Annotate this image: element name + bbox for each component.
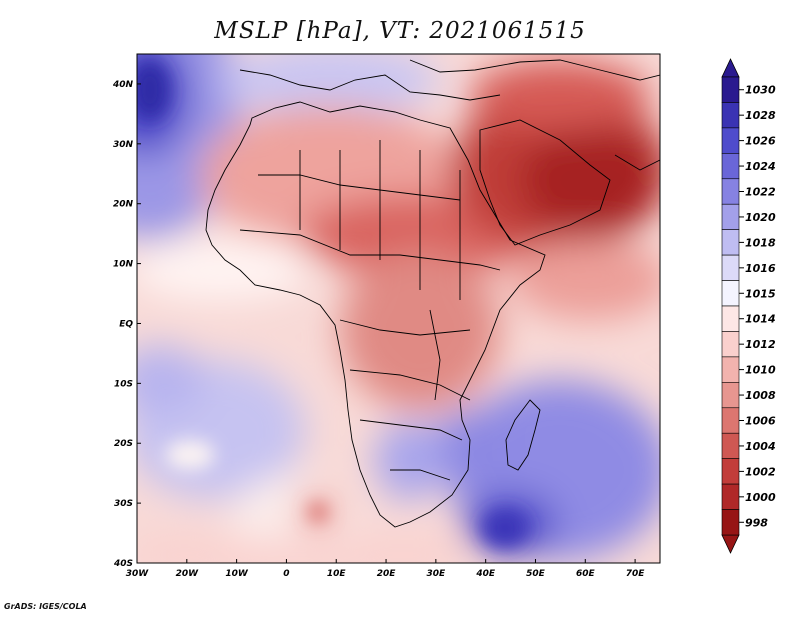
coastlines: [205, 59, 660, 528]
colorbar-swatch: [721, 153, 740, 180]
colorbar-label: 1018: [745, 236, 776, 249]
colorbar-swatch: [721, 280, 740, 307]
colorbar-swatch: [721, 356, 740, 383]
lon-tick-label: 40E: [475, 569, 496, 579]
colorbar-label: 998: [745, 516, 768, 529]
map-frame: [136, 53, 661, 564]
colorbar-label: 1010: [745, 364, 776, 377]
map-title: MSLP [hPa], VT: 2021061515: [214, 18, 586, 44]
lon-tick-label: 20W: [176, 569, 200, 579]
lat-tick-label: 10N: [113, 260, 134, 270]
lon-tick-label: 70E: [626, 569, 646, 579]
lon-tick-label: 0: [283, 569, 289, 579]
colorbar-swatch: [721, 127, 740, 154]
colorbar-swatch: [721, 458, 740, 485]
lat-tick-label: 20S: [114, 439, 133, 449]
colorbar-swatch: [721, 254, 740, 281]
colorbar-label: 1028: [745, 109, 776, 122]
lon-tick-label: 10E: [327, 569, 347, 579]
colorbar-label: 1030: [745, 84, 776, 97]
lat-tick-label: EQ: [119, 319, 133, 329]
lat-tick-label: 40S: [113, 559, 133, 569]
colorbar-swatch: [721, 305, 740, 332]
colorbar-label: 1000: [745, 491, 776, 504]
colorbar-label: 1020: [745, 211, 776, 224]
lat-tick-label: 20N: [113, 200, 134, 210]
latitude-axis: 40N 30N 20N 10N EQ 10S 20S 30S 40S: [112, 80, 141, 569]
colorbar-swatch: [721, 178, 740, 205]
colorbar-label: 1012: [745, 338, 776, 351]
lat-tick-label: 30S: [114, 499, 133, 509]
colorbar-label: 1004: [745, 440, 776, 453]
colorbar-swatch: [721, 432, 740, 459]
colorbar-label: 1026: [745, 135, 776, 148]
colorbar-label: 1008: [745, 389, 776, 402]
lon-tick-label: 50E: [526, 569, 546, 579]
colorbar-label: 1016: [745, 262, 776, 275]
colorbar-label: 1006: [745, 415, 776, 428]
colorbar-swatch: [721, 382, 740, 409]
colorbar-swatch: [721, 102, 740, 129]
lon-tick-label: 60E: [576, 569, 596, 579]
lat-tick-label: 40N: [112, 80, 134, 90]
colorbar-swatch: [721, 407, 740, 434]
colorbar-max-arrow: [721, 58, 740, 78]
colorbar-swatch: [721, 229, 740, 256]
colorbar-swatch: [721, 203, 740, 230]
colorbar: 1030 1028 1026 1024 1022 1020 1018 1016 1015 1014…: [721, 58, 776, 554]
longitude-axis: 30W 20W 10W 0 10E 20E 30E 40E 50E 60E 70E: [126, 559, 646, 579]
lon-tick-label: 20E: [377, 569, 397, 579]
colorbar-label: 1002: [745, 465, 776, 478]
lat-tick-label: 10S: [114, 379, 133, 389]
colorbar-min-arrow: [721, 534, 740, 554]
colorbar-swatch: [721, 76, 740, 103]
colorbar-label: 1024: [745, 160, 776, 173]
colorbar-label: 1022: [745, 186, 776, 199]
colorbar-swatch: [721, 509, 740, 536]
colorbar-swatch: [721, 483, 740, 510]
lon-tick-label: 10W: [225, 569, 249, 579]
pressure-field: [137, 54, 660, 563]
lat-tick-label: 30N: [113, 140, 134, 150]
grads-credit: GrADS: IGES/COLA: [4, 602, 87, 611]
colorbar-label: 1014: [745, 313, 776, 326]
colorbar-swatch: [721, 331, 740, 358]
colorbar-label: 1015: [745, 287, 776, 300]
lon-tick-label: 30W: [126, 569, 150, 579]
lon-tick-label: 30E: [427, 569, 447, 579]
